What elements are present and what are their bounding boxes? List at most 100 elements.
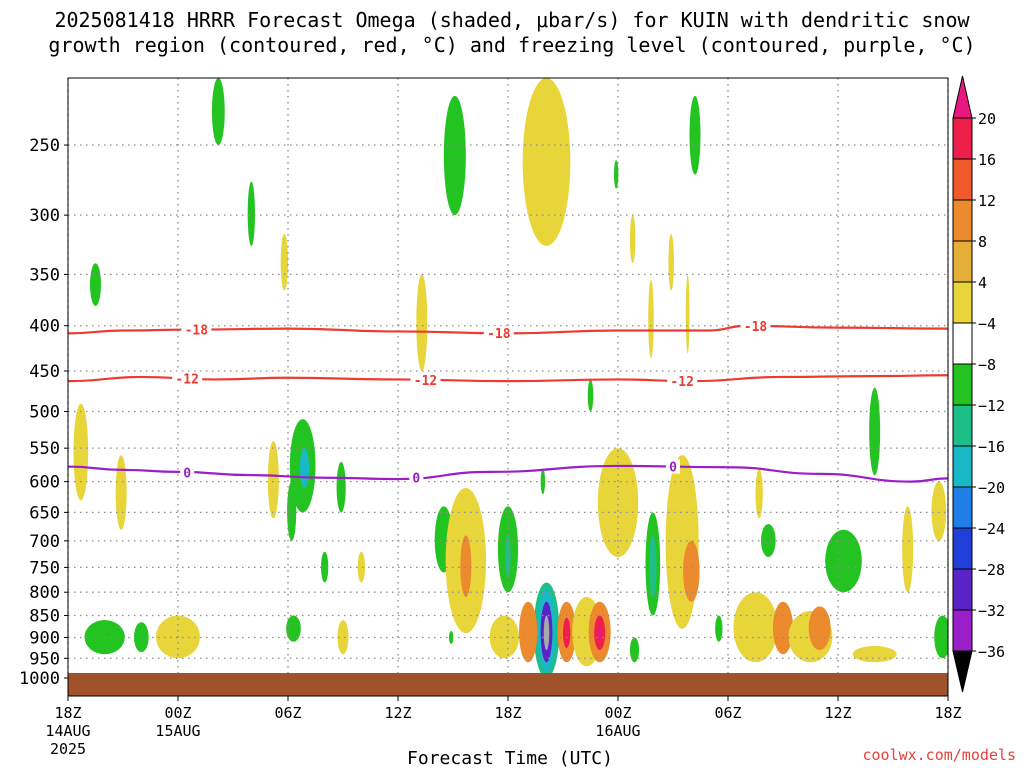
contour-label: -18 xyxy=(744,320,768,335)
omega-cell xyxy=(772,601,794,655)
colorbar-segment xyxy=(952,527,973,570)
omega-cell xyxy=(629,637,640,663)
contour-label: -18 xyxy=(487,327,511,342)
ground-surface xyxy=(68,673,948,696)
contour-label: 0 xyxy=(669,461,677,476)
contour-label-bg xyxy=(410,372,441,387)
colorbar-segment xyxy=(952,322,973,365)
omega-shading-layer xyxy=(73,78,948,679)
colorbar-segment xyxy=(952,240,973,283)
omega-cell xyxy=(808,606,831,651)
ground-layer xyxy=(68,673,948,696)
omega-cell xyxy=(685,274,690,354)
x-tick-label: 12Z xyxy=(384,704,411,722)
omega-cell xyxy=(287,481,297,541)
colorbar-label: −36 xyxy=(978,643,1005,661)
omega-cell xyxy=(597,626,602,640)
credit-text: coolwx.com/models xyxy=(862,746,1016,764)
omega-cell xyxy=(689,95,701,175)
x-tick-label: 00Z xyxy=(604,704,631,722)
omega-cell xyxy=(563,617,571,649)
y-tick-label: 350 xyxy=(29,265,60,285)
contour-label-bg xyxy=(409,470,424,485)
y-tick-label: 800 xyxy=(29,583,60,603)
omega-cell xyxy=(597,448,639,558)
x-tick-label: 18Z xyxy=(934,704,961,722)
colorbar-segment xyxy=(952,117,973,160)
colorbar-label: 16 xyxy=(978,151,996,169)
colorbar-label: 12 xyxy=(978,192,996,210)
grid-lines xyxy=(67,78,949,673)
y-tick-label: 650 xyxy=(29,503,60,523)
contour-label-bg xyxy=(181,322,212,337)
chart-title-line-1: 2025081418 HRRR Forecast Omega (shaded, … xyxy=(54,8,970,32)
contour-label: 0 xyxy=(183,466,191,481)
omega-cell xyxy=(649,535,657,597)
contour-label-bg xyxy=(172,371,203,386)
colorbar-label: −12 xyxy=(978,397,1005,415)
x-tick-label: 18Z xyxy=(54,704,81,722)
colorbar-label: 8 xyxy=(978,233,987,251)
omega-cell xyxy=(299,448,310,488)
omega-cell xyxy=(522,78,571,246)
colorbar-segment xyxy=(952,281,973,324)
omega-cell xyxy=(668,233,674,291)
x-tick-sublabel: 15AUG xyxy=(155,722,200,740)
omega-cell xyxy=(869,387,881,476)
y-tick-label: 700 xyxy=(29,532,60,552)
colorbar-over-arrow xyxy=(952,75,973,119)
omega-cell xyxy=(931,481,947,541)
omega-cell xyxy=(357,551,366,583)
omega-cell xyxy=(448,631,454,644)
omega-cell xyxy=(761,524,776,558)
omega-cell xyxy=(629,215,636,264)
colorbar-label: −16 xyxy=(978,438,1005,456)
x-tick-label: 00Z xyxy=(164,704,191,722)
omega-cell xyxy=(648,279,654,358)
y-tick-label: 900 xyxy=(29,628,60,648)
omega-cell xyxy=(613,160,619,189)
colorbar-label: −8 xyxy=(978,356,996,374)
contour-label: 0 xyxy=(412,472,420,487)
colorbar-label: −28 xyxy=(978,561,1005,579)
contour-label: -18 xyxy=(185,324,209,339)
colorbar-segment xyxy=(952,363,973,406)
x-tick-label: 06Z xyxy=(274,704,301,722)
omega-cell xyxy=(543,615,550,651)
contour-label: -12 xyxy=(175,373,198,388)
x-tick-sublabel: 2025 xyxy=(50,740,86,758)
omega-cell xyxy=(852,645,897,663)
x-tick-sublabel: 14AUG xyxy=(45,722,90,740)
y-tick-label: 450 xyxy=(29,362,60,382)
omega-cell xyxy=(247,181,255,246)
x-tick-label: 12Z xyxy=(824,704,851,722)
omega-cell xyxy=(211,78,225,146)
omega-cell xyxy=(267,441,279,519)
contour-label-bg xyxy=(740,318,771,333)
omega-cell xyxy=(489,615,519,659)
contour-label-bg xyxy=(483,326,514,341)
y-tick-label: 300 xyxy=(29,206,60,226)
y-tick-label: 250 xyxy=(29,136,60,156)
omega-cell xyxy=(733,592,778,663)
colorbar-segment xyxy=(952,404,973,447)
x-tick-label: 18Z xyxy=(494,704,521,722)
omega-cell xyxy=(902,506,914,593)
omega-cell xyxy=(73,403,89,501)
contour-label-bg xyxy=(667,373,698,388)
omega-cell xyxy=(683,540,700,602)
contour-label-bg xyxy=(180,465,195,480)
colorbar-segment xyxy=(952,199,973,242)
contour-label-bg xyxy=(666,459,680,474)
omega-cell xyxy=(337,620,349,655)
omega-cell xyxy=(321,551,329,583)
omega-cell xyxy=(280,233,289,291)
omega-cell xyxy=(90,263,101,307)
plot-frame xyxy=(67,77,949,697)
omega-cell xyxy=(336,461,346,513)
y-tick-label: 850 xyxy=(29,607,60,627)
omega-cell xyxy=(519,601,538,663)
omega-cell xyxy=(460,535,472,597)
